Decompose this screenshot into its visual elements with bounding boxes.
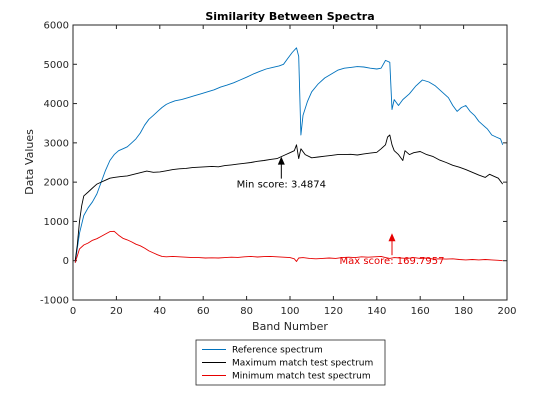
- y-tick-label: 4000: [44, 99, 69, 110]
- x-tick-label: 100: [280, 306, 299, 317]
- legend-box: [195, 339, 386, 386]
- x-tick-label: 140: [367, 306, 386, 317]
- y-axis: -1000 0 1000 2000 3000 4000 5000 6000: [40, 21, 507, 307]
- series-line-1: [74, 134, 504, 261]
- plot-area: [73, 25, 507, 300]
- x-tick-label: 160: [411, 306, 430, 317]
- x-tick-label: 200: [497, 306, 516, 317]
- annotation-arrow-head: [388, 233, 396, 242]
- x-tick-label: 80: [240, 306, 253, 317]
- annotation-0: Min score: 3.4874: [237, 156, 326, 191]
- legend-entry: Reference spectrum: [202, 346, 323, 356]
- legend-label: Reference spectrum: [232, 346, 323, 356]
- x-axis: 0 20 40 60 80 100 120 140 160 180 200: [70, 25, 517, 317]
- x-tick-label: 120: [324, 306, 343, 317]
- annotation-arrow-head: [277, 156, 285, 165]
- annotation-1: Max score: 169.7957: [339, 233, 444, 267]
- y-tick-label: 5000: [44, 60, 69, 71]
- annotation-label: Min score: 3.4874: [237, 180, 326, 191]
- legend: Reference spectrum Maximum match test spe…: [195, 339, 386, 386]
- x-tick-label: 20: [110, 306, 123, 317]
- x-tick-label: 60: [197, 306, 210, 317]
- y-tick-label: 2000: [44, 178, 69, 189]
- series-line-2: [74, 230, 503, 263]
- legend-entry: Maximum match test spectrum: [202, 359, 373, 369]
- y-tick-label: -1000: [40, 296, 69, 307]
- y-tick-label: 0: [63, 256, 69, 267]
- x-tick-label: 180: [454, 306, 473, 317]
- plot-frame: [72, 24, 508, 301]
- legend-label: Maximum match test spectrum: [232, 359, 373, 369]
- chart-title: Similarity Between Spectra: [205, 10, 374, 23]
- legend-label: Minimum match test spectrum: [232, 372, 371, 382]
- annotation-label: Max score: 169.7957: [339, 256, 444, 267]
- annotation-layer: Min score: 3.4874 Max score: 169.7957: [237, 156, 444, 267]
- series-layer: [74, 47, 504, 263]
- x-tick-label: 0: [70, 306, 76, 317]
- y-tick-label: 6000: [44, 21, 69, 32]
- series-line-0: [74, 47, 504, 263]
- legend-entry: Minimum match test spectrum: [202, 372, 371, 382]
- x-axis-label: Band Number: [252, 320, 328, 333]
- y-tick-label: 1000: [44, 217, 69, 228]
- y-axis-label: Data Values: [23, 129, 36, 195]
- x-tick-label: 40: [153, 306, 166, 317]
- y-tick-label: 3000: [44, 138, 69, 149]
